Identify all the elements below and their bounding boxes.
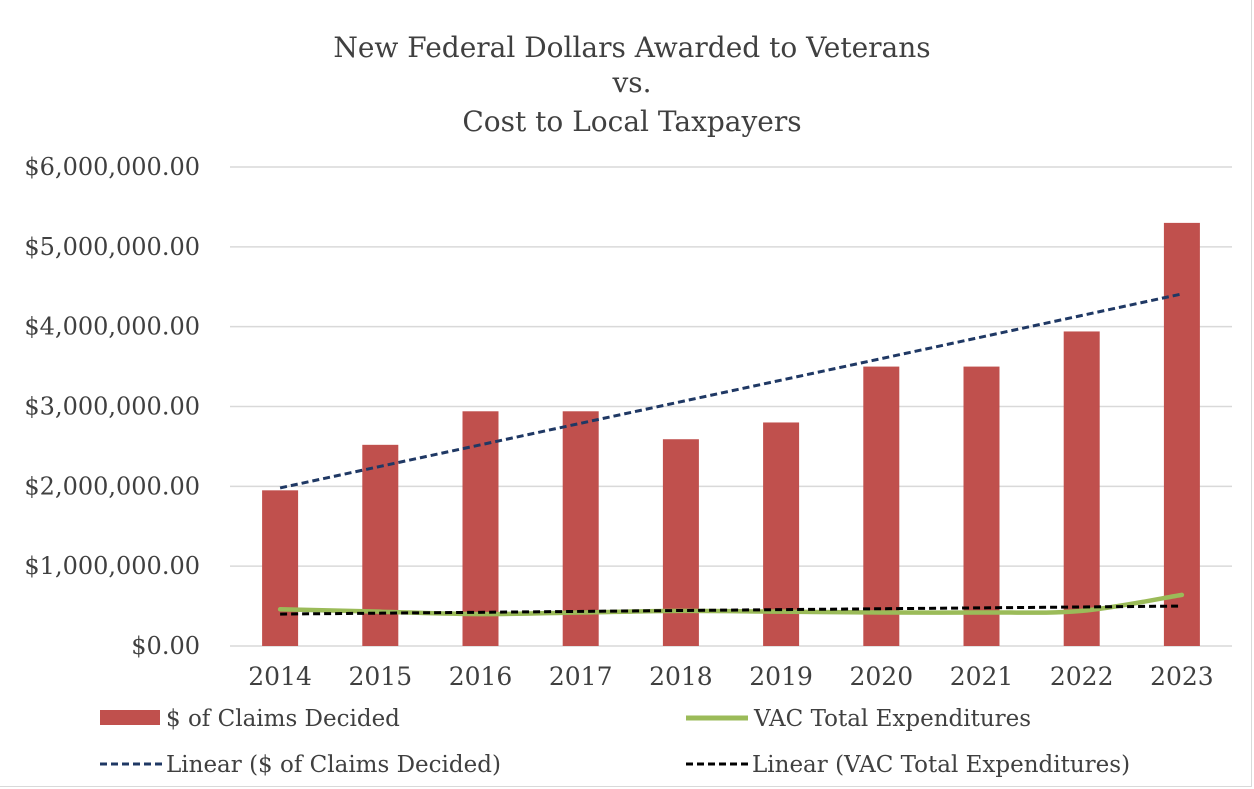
x-tick-label: 2018: [649, 662, 713, 691]
x-axis-ticks: 2014 2015 2016 2017 2018 2019 2020 2021 2022 2023: [248, 662, 1213, 691]
legend-label-vac: VAC Total Expenditures: [753, 706, 1031, 732]
bar-claims-2023: [1163, 222, 1200, 646]
x-tick-label: 2015: [348, 662, 412, 691]
legend-label-trend-vac: Linear (VAC Total Expenditures): [752, 752, 1130, 778]
trendline-0: [279, 292, 1183, 490]
bar-claims-2021: [963, 366, 1000, 646]
x-tick-label: 2019: [749, 662, 813, 691]
x-tick-label: 2023: [1150, 662, 1214, 691]
legend-swatch-claims: [100, 710, 160, 725]
y-tick-label: $0.00: [131, 632, 200, 660]
bar-claims-2017: [562, 411, 599, 646]
y-tick-label: $6,000,000.00: [24, 153, 200, 181]
y-axis-ticks: $0.00 $1,000,000.00 $2,000,000.00 $3,000,00…: [24, 153, 200, 660]
x-tick-label: 2022: [1050, 662, 1114, 691]
bar-claims-2014: [262, 490, 299, 646]
y-tick-label: $3,000,000.00: [24, 393, 200, 421]
x-tick-label: 2014: [248, 662, 312, 691]
line-vac-total-expenditures: [277, 592, 1185, 617]
line-series-vac: [277, 592, 1185, 617]
trendlines: [279, 292, 1183, 616]
y-tick-label: $2,000,000.00: [24, 472, 200, 500]
x-tick-label: 2021: [950, 662, 1014, 691]
chart-title-line-3: Cost to Local Taxpayers: [462, 105, 801, 138]
chart-title: New Federal Dollars Awarded to Veterans …: [333, 31, 930, 138]
bar-claims-2022: [1063, 331, 1100, 646]
bar-claims-2015: [362, 444, 399, 646]
x-tick-label: 2016: [449, 662, 513, 691]
legend-label-claims: $ of Claims Decided: [166, 706, 400, 732]
bar-series-claims: [262, 222, 1200, 646]
legend-label-trend-claims: Linear ($ of Claims Decided): [166, 752, 501, 778]
bar-claims-2016: [462, 411, 499, 646]
bar-claims-2018: [662, 439, 699, 646]
x-tick-label: 2020: [849, 662, 913, 691]
y-tick-label: $4,000,000.00: [24, 313, 200, 341]
y-tick-label: $1,000,000.00: [24, 552, 200, 580]
legend: $ of Claims Decided VAC Total Expenditure…: [100, 706, 1130, 778]
chart-title-line-1: New Federal Dollars Awarded to Veterans: [333, 31, 930, 64]
chart-title-line-2: vs.: [611, 66, 651, 99]
y-tick-label: $5,000,000.00: [24, 233, 200, 261]
trendline-1: [280, 604, 1182, 616]
bar-claims-2020: [863, 366, 900, 646]
x-tick-label: 2017: [549, 662, 613, 691]
